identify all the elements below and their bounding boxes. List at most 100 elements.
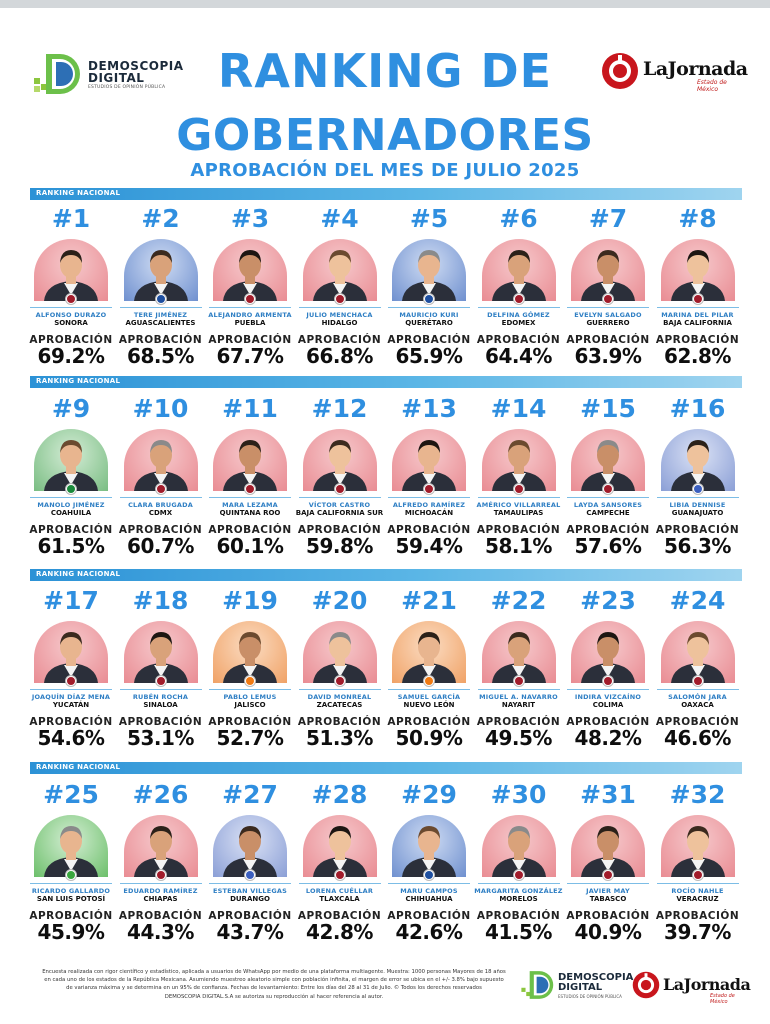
party-badge-icon xyxy=(423,675,435,687)
governor-name: ALFREDO RAMÍREZ xyxy=(392,501,466,509)
governor-state: TAMAULIPAS xyxy=(493,509,544,517)
party-badge-icon xyxy=(154,675,167,687)
approval-value: 59.4% xyxy=(395,534,463,558)
governor-state: YUCATÁN xyxy=(52,701,90,709)
governor-photo xyxy=(213,239,287,301)
rank-number: #12 xyxy=(311,394,368,423)
name-divider xyxy=(567,883,649,884)
governor-photo xyxy=(34,621,108,683)
approval-value: 67.7% xyxy=(216,344,284,368)
governor-photo xyxy=(123,239,198,301)
party-badge-icon xyxy=(423,293,435,305)
governor-state: ZACATECAS xyxy=(316,701,363,709)
governor-photo xyxy=(571,239,645,301)
approval-value: 53.1% xyxy=(127,726,194,750)
approval-value: 62.8% xyxy=(664,344,731,368)
approval-value: 59.8% xyxy=(306,534,373,558)
governor-photo xyxy=(571,429,645,491)
approval-label: APROBACIÓN xyxy=(476,334,561,346)
rank-number: #9 xyxy=(51,394,91,423)
approval-value: 63.9% xyxy=(574,344,642,368)
rank-number: #1 xyxy=(51,204,91,233)
governor-state: GUERRERO xyxy=(586,319,630,327)
name-divider xyxy=(388,497,470,498)
name-divider xyxy=(209,689,291,690)
footer-la-jornada-sub: Estado de México xyxy=(710,993,735,1005)
rank-number: #22 xyxy=(490,586,547,615)
ranking-band-4: RANKING NACIONAL xyxy=(30,762,742,774)
governor-name: DAVID MONREAL xyxy=(307,693,372,701)
name-divider xyxy=(477,307,560,308)
approval-value: 58.1% xyxy=(485,534,552,558)
approval-label: APROBACIÓN xyxy=(29,910,113,922)
governor-state: TABASCO xyxy=(589,895,627,903)
governor-name: MAURICIO KURI xyxy=(399,311,459,319)
governor-photo xyxy=(660,621,735,683)
name-divider xyxy=(30,883,112,884)
party-badge-icon xyxy=(333,483,346,495)
rank-number: #17 xyxy=(43,586,99,615)
approval-label: APROBACIÓN xyxy=(29,524,113,536)
governor-state: QUINTANA ROO xyxy=(219,509,281,517)
approval-value: 54.6% xyxy=(37,726,105,750)
governor-name: SAMUEL GARCÍA xyxy=(397,693,461,701)
governor-name: EDUARDO RAMÍREZ xyxy=(123,887,198,895)
approval-label: APROBACIÓN xyxy=(655,334,740,346)
demoscopia-tagline: ESTUDIOS DE OPINIÓN PÚBLICA xyxy=(88,85,166,90)
party-badge-icon xyxy=(65,675,77,687)
approval-label: APROBACIÓN xyxy=(387,910,471,922)
page-subtitle: APROBACIÓN DEL MES DE JULIO 2025 xyxy=(190,160,580,181)
governor-name: JULIO MENCHACA xyxy=(306,311,373,319)
approval-value: 57.6% xyxy=(574,534,642,558)
name-divider xyxy=(30,689,112,690)
governor-state: COLIMA xyxy=(592,701,624,709)
approval-value: 65.9% xyxy=(395,344,463,368)
approval-value: 44.3% xyxy=(127,920,194,944)
name-divider xyxy=(477,689,560,690)
approval-value: 46.6% xyxy=(664,726,731,750)
governor-photo xyxy=(302,239,377,301)
governor-photo xyxy=(392,815,466,877)
governor-photo xyxy=(213,815,287,877)
governor-state: VERACRUZ xyxy=(676,895,719,903)
rank-number: #30 xyxy=(490,780,547,809)
governor-photo xyxy=(392,239,466,301)
approval-label: APROBACIÓN xyxy=(655,524,740,536)
approval-label: APROBACIÓN xyxy=(387,716,471,728)
governor-name: RUBÉN ROCHA xyxy=(132,693,189,701)
governor-state: CAMPECHE xyxy=(586,509,630,517)
party-badge-icon xyxy=(512,869,525,881)
name-divider xyxy=(298,689,381,690)
approval-value: 61.5% xyxy=(37,534,105,558)
rank-number: #29 xyxy=(401,780,457,809)
governor-name: ALEJANDRO ARMENTA xyxy=(208,311,292,319)
governor-name: SALOMÓN JARA xyxy=(668,693,727,701)
page-title-line2: GOBERNADORES xyxy=(176,110,594,161)
governor-name: MARGARITA GONZÁLEZ xyxy=(474,887,563,895)
approval-label: APROBACIÓN xyxy=(476,524,561,536)
governor-photo xyxy=(481,815,556,877)
governor-name: DELFINA GÓMEZ xyxy=(487,311,550,319)
governor-photo xyxy=(392,621,466,683)
governor-name: MARU CAMPOS xyxy=(400,887,458,895)
name-divider xyxy=(656,307,739,308)
approval-value: 68.5% xyxy=(127,344,194,368)
governor-state: SAN LUIS POTOSÍ xyxy=(36,895,106,903)
governor-photo xyxy=(34,239,108,301)
footer-demoscopia-line1: DEMOSCOPIA xyxy=(558,972,634,983)
rank-number: #18 xyxy=(132,586,189,615)
governor-state: BAJA CALIFORNIA SUR xyxy=(295,509,384,517)
name-divider xyxy=(567,307,649,308)
governor-photo xyxy=(123,429,198,491)
approval-value: 52.7% xyxy=(216,726,284,750)
governor-photo xyxy=(660,239,735,301)
governor-photo xyxy=(213,429,287,491)
approval-value: 45.9% xyxy=(37,920,105,944)
approval-value: 66.8% xyxy=(306,344,373,368)
party-badge-icon xyxy=(691,675,704,687)
la-jornada-name: LaJornada xyxy=(643,58,748,80)
approval-label: APROBACIÓN xyxy=(297,716,382,728)
party-badge-icon xyxy=(602,483,614,495)
approval-label: APROBACIÓN xyxy=(29,334,113,346)
rank-number: #32 xyxy=(669,780,726,809)
